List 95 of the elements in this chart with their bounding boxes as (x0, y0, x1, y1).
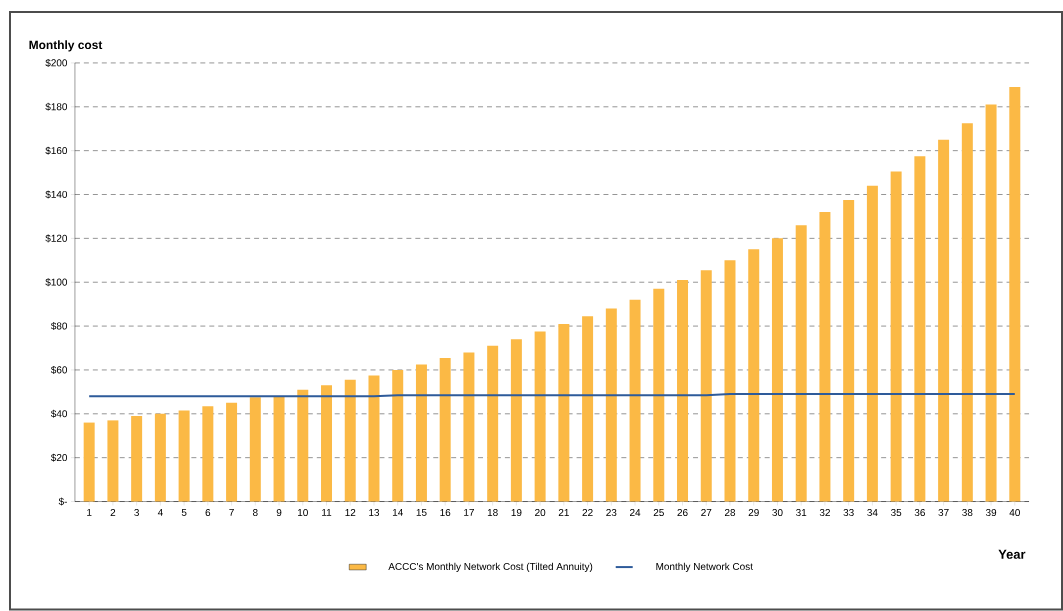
bar (819, 211, 831, 502)
bar (107, 420, 119, 502)
x-tick-label: 29 (748, 508, 759, 516)
bar (392, 369, 404, 502)
x-tick-label: 4 (157, 508, 163, 516)
x-axis-title: Year (998, 549, 1026, 559)
x-tick-label: 38 (962, 508, 973, 516)
bar (890, 171, 902, 502)
bar (534, 331, 546, 502)
x-tick-label: 21 (558, 508, 569, 516)
bar (344, 379, 356, 502)
bar (582, 316, 594, 502)
bar (653, 288, 665, 502)
y-tick-label: $80 (50, 321, 68, 330)
y-tick-label: $140 (45, 190, 68, 199)
bar (724, 260, 736, 502)
x-tick-label: 8 (252, 508, 258, 516)
x-tick-label: 19 (511, 508, 522, 516)
bar (677, 279, 689, 502)
x-tick-label: 3 (134, 508, 139, 516)
bar (202, 405, 214, 502)
bar (605, 308, 617, 502)
x-tick-label: 16 (440, 508, 451, 516)
y-tick-label: $100 (45, 278, 68, 287)
bar (843, 199, 855, 502)
bar (368, 375, 380, 502)
x-tick-label: 30 (772, 508, 783, 516)
bar (510, 339, 522, 502)
bar (297, 389, 309, 502)
x-tick-label: 33 (843, 508, 854, 516)
x-tick-label: 26 (677, 508, 688, 516)
y-tick-label: $160 (45, 146, 68, 155)
bar (463, 352, 475, 502)
x-tick-label: 12 (345, 508, 356, 516)
x-tick-label: 1 (87, 508, 92, 516)
x-tick-label: 7 (229, 508, 234, 516)
bar (178, 410, 190, 502)
x-tick-label: 25 (653, 508, 664, 516)
bar (938, 139, 950, 502)
bar (83, 422, 95, 502)
bar (748, 249, 760, 502)
x-tick-label: 9 (276, 508, 282, 516)
bar (914, 155, 926, 502)
x-tick-label: 28 (724, 508, 736, 516)
bar (771, 238, 783, 502)
legend-label: Monthly Network Cost (656, 562, 753, 572)
x-tick-label: 14 (392, 508, 403, 516)
y-tick-label: $60 (50, 365, 68, 374)
x-tick-label: 34 (867, 508, 878, 516)
x-tick-label: 13 (369, 508, 380, 516)
bar (985, 104, 997, 502)
x-tick-label: 36 (914, 508, 925, 516)
x-tick-label: 17 (464, 508, 474, 516)
x-tick-label: 27 (701, 508, 712, 516)
bar (700, 269, 712, 502)
x-tick-label: 22 (582, 508, 593, 516)
y-axis-title: Monthly cost (29, 40, 103, 52)
x-tick-label: 20 (535, 508, 546, 516)
x-tick-label: 2 (110, 508, 116, 516)
bar (487, 345, 499, 502)
x-tick-label: 11 (322, 508, 332, 516)
x-tick-label: 5 (181, 508, 187, 516)
y-tick-label: $- (58, 497, 67, 506)
bar (558, 323, 570, 502)
bar (439, 357, 451, 502)
bar (795, 225, 807, 502)
x-tick-label: 35 (890, 508, 902, 516)
x-tick-label: 15 (416, 508, 427, 516)
bar (629, 299, 641, 502)
x-tick-label: 37 (938, 508, 949, 516)
x-tick-label: 18 (487, 508, 498, 516)
y-tick-label: $20 (50, 453, 68, 462)
bar (226, 402, 238, 502)
legend-label: ACCC's Monthly Network Cost (Tilted Annuity) (388, 562, 593, 572)
y-tick-label: $200 (45, 58, 68, 67)
y-tick-label: $40 (50, 409, 68, 418)
x-tick-label: 10 (298, 508, 308, 516)
x-tick-label: 32 (819, 508, 830, 516)
y-tick-label: $180 (45, 102, 68, 111)
bar (415, 364, 427, 502)
bar (1009, 86, 1021, 502)
bar (866, 185, 878, 502)
x-tick-label: 39 (985, 508, 997, 516)
x-tick-label: 31 (796, 508, 807, 516)
bar (961, 123, 973, 502)
bar (154, 413, 166, 502)
x-tick-label: 23 (606, 508, 617, 516)
bar (249, 397, 261, 502)
x-tick-label: 6 (205, 508, 211, 516)
bar (131, 415, 143, 502)
x-tick-label: 40 (1009, 508, 1020, 516)
x-tick-label: 24 (630, 508, 641, 516)
bar (321, 385, 333, 502)
bar (273, 396, 285, 502)
y-tick-label: $120 (45, 234, 68, 243)
